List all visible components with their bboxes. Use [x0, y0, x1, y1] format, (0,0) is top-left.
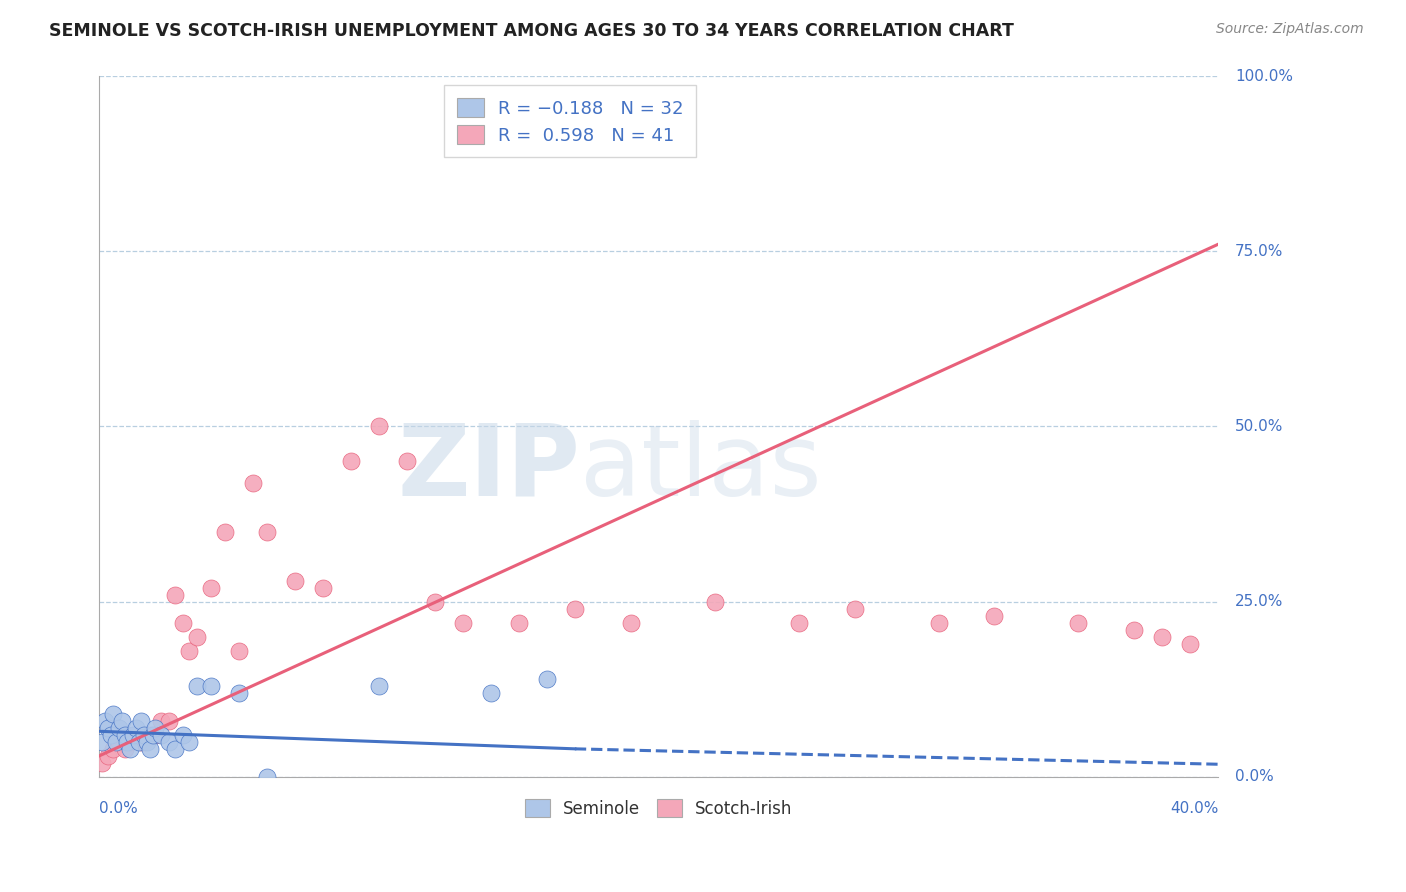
Point	[186, 630, 208, 644]
Text: 0.0%: 0.0%	[100, 801, 138, 816]
Point	[143, 721, 166, 735]
Point	[120, 741, 142, 756]
Point	[114, 728, 136, 742]
Point	[479, 686, 502, 700]
Point	[91, 735, 114, 749]
Point	[125, 721, 148, 735]
Text: 100.0%: 100.0%	[1234, 69, 1294, 84]
Point	[143, 728, 166, 742]
Point	[214, 524, 236, 539]
Text: 0.0%: 0.0%	[1234, 770, 1274, 784]
Point	[1180, 637, 1202, 651]
Point	[844, 601, 866, 615]
Text: Source: ZipAtlas.com: Source: ZipAtlas.com	[1216, 22, 1364, 37]
Text: 40.0%: 40.0%	[1170, 801, 1218, 816]
Point	[200, 679, 222, 693]
Point	[228, 686, 250, 700]
Point	[105, 735, 128, 749]
Point	[703, 595, 725, 609]
Text: 25.0%: 25.0%	[1234, 594, 1284, 609]
Point	[135, 735, 157, 749]
Point	[508, 615, 530, 630]
Point	[564, 601, 586, 615]
Point	[114, 741, 136, 756]
Point	[172, 615, 194, 630]
Point	[128, 735, 150, 749]
Point	[787, 615, 810, 630]
Text: atlas: atlas	[581, 420, 823, 517]
Point	[177, 643, 200, 657]
Point	[108, 721, 131, 735]
Point	[103, 741, 125, 756]
Point	[138, 741, 160, 756]
Point	[368, 679, 391, 693]
Point	[284, 574, 307, 588]
Text: ZIP: ZIP	[398, 420, 581, 517]
Point	[138, 728, 160, 742]
Point	[1067, 615, 1090, 630]
Point	[97, 748, 120, 763]
Point	[172, 728, 194, 742]
Point	[125, 728, 148, 742]
Point	[108, 735, 131, 749]
Point	[451, 615, 474, 630]
Text: 50.0%: 50.0%	[1234, 419, 1284, 434]
Point	[368, 419, 391, 434]
Point	[117, 735, 139, 749]
Point	[242, 475, 264, 490]
Point	[620, 615, 643, 630]
Point	[120, 735, 142, 749]
Point	[928, 615, 950, 630]
Point	[94, 714, 117, 728]
Point	[256, 770, 278, 784]
Point	[228, 643, 250, 657]
Point	[103, 706, 125, 721]
Point	[157, 714, 180, 728]
Point	[141, 728, 163, 742]
Point	[186, 679, 208, 693]
Point	[111, 714, 134, 728]
Point	[200, 581, 222, 595]
Point	[536, 672, 558, 686]
Point	[163, 741, 186, 756]
Point	[100, 728, 122, 742]
Point	[97, 721, 120, 735]
Point	[149, 714, 172, 728]
Point	[1123, 623, 1146, 637]
Point	[131, 714, 153, 728]
Point	[163, 588, 186, 602]
Legend: Seminole, Scotch-Irish: Seminole, Scotch-Irish	[519, 793, 800, 824]
Point	[134, 728, 156, 742]
Point	[149, 728, 172, 742]
Point	[396, 454, 419, 468]
Point	[134, 735, 156, 749]
Text: 75.0%: 75.0%	[1234, 244, 1284, 259]
Point	[256, 524, 278, 539]
Point	[340, 454, 363, 468]
Point	[423, 595, 446, 609]
Point	[177, 735, 200, 749]
Point	[122, 728, 145, 742]
Point	[131, 735, 153, 749]
Point	[312, 581, 335, 595]
Point	[983, 608, 1005, 623]
Point	[1152, 630, 1174, 644]
Point	[157, 735, 180, 749]
Point	[91, 756, 114, 770]
Text: SEMINOLE VS SCOTCH-IRISH UNEMPLOYMENT AMONG AGES 30 TO 34 YEARS CORRELATION CHAR: SEMINOLE VS SCOTCH-IRISH UNEMPLOYMENT AM…	[49, 22, 1014, 40]
